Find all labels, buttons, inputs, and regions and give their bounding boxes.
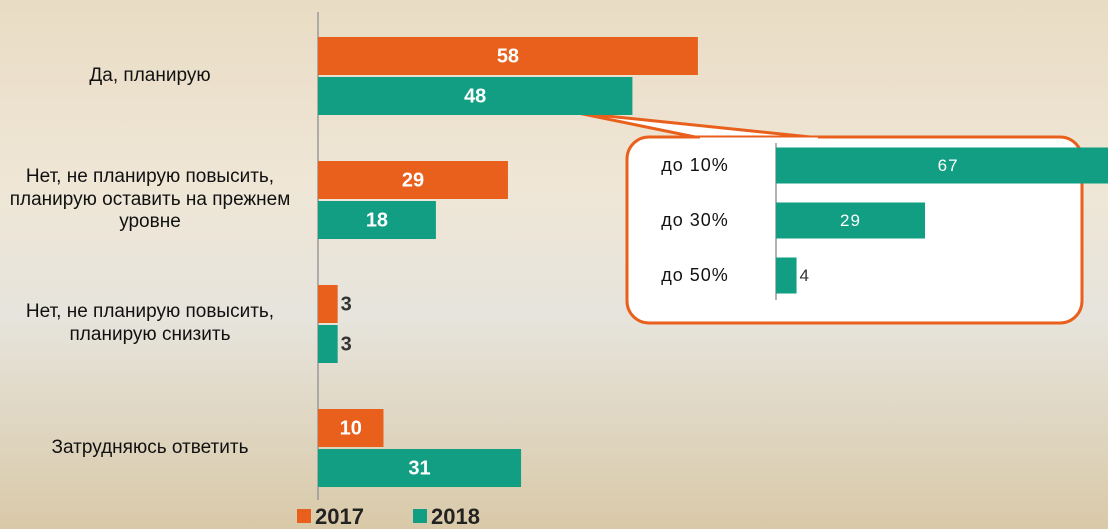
value-label: 29 [840, 211, 861, 230]
category-label: до 30% [661, 209, 729, 230]
value-label: 4 [800, 266, 810, 285]
bar [318, 285, 338, 323]
legend-label: 2018 [431, 504, 480, 529]
callout-join [700, 137, 818, 141]
bar [318, 37, 698, 75]
value-label: 3 [341, 293, 352, 315]
category-label: Да, планирую [89, 64, 211, 86]
bar [318, 201, 436, 239]
callout-pointer [576, 111, 822, 140]
category-label: до 10% [661, 154, 729, 175]
value-label: 29 [402, 169, 424, 191]
legend-swatch [297, 509, 311, 523]
category-label: Нет, не планирую повысить, планирую сниз… [25, 301, 275, 345]
legend-label: 2017 [315, 504, 364, 529]
bar [318, 77, 633, 115]
category-label: Нет, не планирую повысить, планирую оста… [9, 165, 291, 233]
value-label: 31 [408, 457, 430, 479]
bar [318, 449, 522, 487]
value-label: 67 [938, 156, 959, 175]
value-label: 48 [464, 85, 486, 107]
value-label: 18 [366, 209, 388, 231]
bar [776, 257, 797, 294]
category-label: Затрудняюсь ответить [51, 436, 249, 458]
bar [776, 147, 1108, 184]
value-label: 3 [341, 333, 352, 355]
bar [776, 202, 926, 239]
legend-swatch [413, 509, 427, 523]
value-label: 10 [340, 417, 362, 439]
bar [318, 161, 508, 199]
value-label: 58 [497, 45, 519, 67]
bar [318, 325, 338, 363]
bar [318, 409, 384, 447]
category-label: до 50% [661, 264, 729, 285]
